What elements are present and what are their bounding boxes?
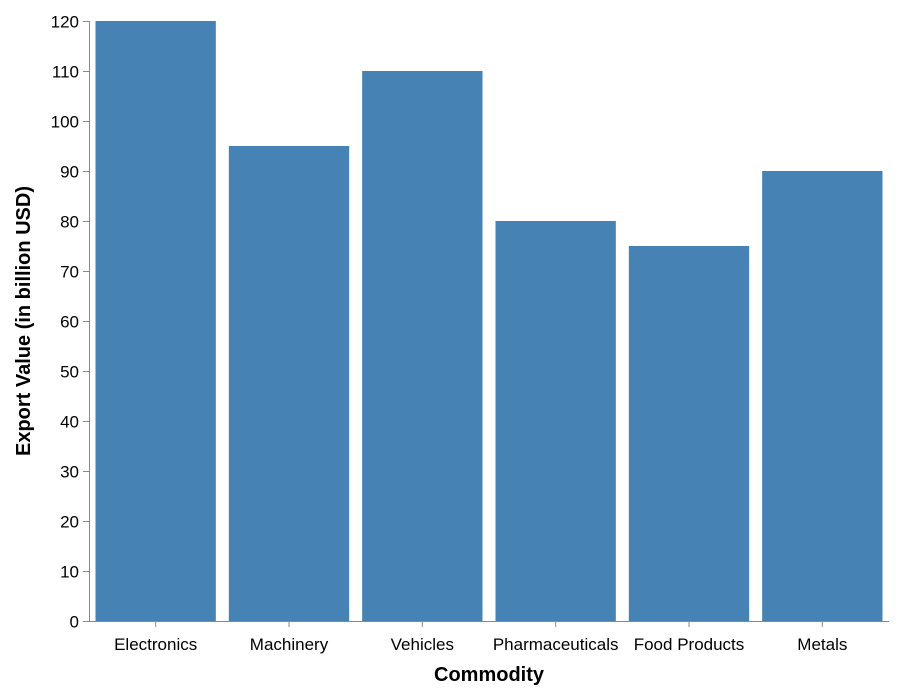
x-tick-label: Machinery [250,635,329,654]
bar-pharmaceuticals [495,221,616,621]
y-tick-label: 50 [60,363,79,382]
bar-electronics [95,21,216,621]
y-tick-label: 60 [60,313,79,332]
x-tick-label: Food Products [634,635,745,654]
bar-metals [762,171,883,621]
y-tick-label: 120 [51,13,79,32]
bar-machinery [228,146,350,621]
y-tick-label: 70 [60,263,79,282]
y-tick-label: 110 [52,63,79,82]
y-axis-title: Export Value (in billion USD) [13,186,35,456]
bar-vehicles [362,71,483,621]
x-tick-label: Metals [797,635,847,654]
x-tick-label: Electronics [114,635,197,654]
x-axis-title: Commodity [434,664,545,686]
x-tick-label: Pharmaceuticals [493,635,619,654]
y-tick-label: 40 [60,413,79,432]
y-tick-label: 20 [60,513,79,532]
y-tick-label: 0 [70,613,79,632]
y-tick-label: 90 [60,163,79,182]
x-tick-label: Vehicles [391,635,454,654]
x-axis: Electronics Machinery Vehicles Pharmaceutic… [89,621,889,654]
y-tick-label: 30 [60,463,79,482]
bar-food-products [628,246,750,621]
y-tick-label: 80 [60,213,79,232]
bars-group [95,21,883,621]
y-axis: 0 10 20 30 40 50 60 70 80 90 100 110 120 [51,13,90,632]
y-tick-label: 100 [51,113,79,132]
y-tick-label: 10 [60,563,79,582]
